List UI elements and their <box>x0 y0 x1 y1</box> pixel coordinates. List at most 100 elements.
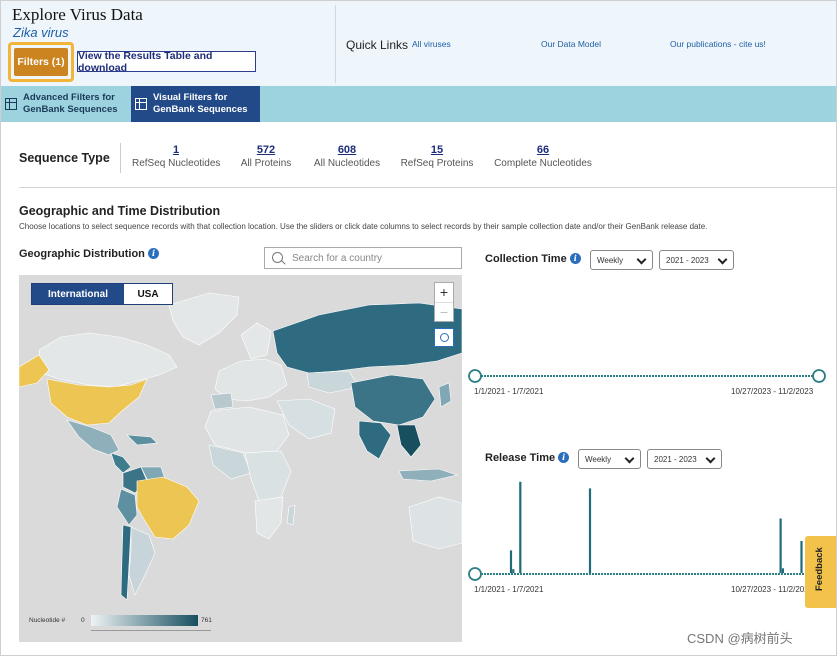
info-icon[interactable]: i <box>558 452 570 463</box>
stat-refseq-nucleotides[interactable]: 1 RefSeq Nucleotides <box>132 144 220 169</box>
stat-count[interactable]: 572 <box>256 144 276 156</box>
collection-slider-start-handle[interactable] <box>468 369 482 383</box>
table-icon <box>5 98 17 110</box>
quick-link-all-viruses[interactable]: All viruses <box>412 39 451 49</box>
release-bar-6[interactable] <box>800 541 803 573</box>
country-peru[interactable] <box>116 488 138 526</box>
country-canada[interactable] <box>38 332 178 388</box>
tab-advanced-filters[interactable]: Advanced Filters for GenBank Sequences <box>1 86 128 122</box>
release-bar-1[interactable] <box>512 569 515 573</box>
release-end-label: 10/27/2023 - 11/2/2023 <box>731 585 807 594</box>
stat-label: Complete Nucleotides <box>494 158 592 169</box>
stat-all-proteins[interactable]: 572 All Proteins <box>237 144 295 169</box>
filter-tab-bar: Advanced Filters for GenBank Sequences Vi… <box>1 86 836 122</box>
info-icon[interactable]: i <box>569 253 581 264</box>
tab-visual-line2: GenBank Sequences <box>153 104 248 115</box>
release-time-heading: Release Time i <box>485 452 570 464</box>
release-slider-start-handle[interactable] <box>468 567 482 581</box>
legend-arrow <box>91 630 211 631</box>
quick-link-publications[interactable]: Our publications - cite us! <box>670 39 766 49</box>
view-results-button[interactable]: View the Results Table and download <box>77 50 256 74</box>
sequence-type-section: Sequence Type 1 RefSeq Nucleotides 572 All… <box>1 135 836 185</box>
country-alaska[interactable] <box>19 354 50 388</box>
country-australia[interactable] <box>408 496 462 550</box>
collection-end-label: 10/27/2023 - 11/2/2023 <box>731 387 814 396</box>
locate-icon[interactable] <box>434 328 454 347</box>
collection-slider-end-handle[interactable] <box>812 369 826 383</box>
country-southeast-asia[interactable] <box>396 424 422 458</box>
legend-min: 0 <box>81 617 85 624</box>
country-usa[interactable] <box>46 378 148 426</box>
toggle-international[interactable]: International <box>32 284 124 304</box>
release-bar-3[interactable] <box>588 488 592 573</box>
tab-advanced-line2: GenBank Sequences <box>23 104 118 115</box>
legend-label: Nucleotide # <box>29 617 66 624</box>
watermark: CSDN @病树前头 <box>687 631 793 646</box>
country-indonesia[interactable] <box>398 468 459 482</box>
country-madagascar[interactable] <box>286 504 296 526</box>
release-interval-select[interactable]: Weekly <box>578 449 641 469</box>
country-russia[interactable] <box>272 302 462 374</box>
tab-visual-label: Visual Filters for GenBank Sequences <box>153 92 248 116</box>
map-scope-toggle: International USA <box>31 283 173 305</box>
geo-time-title: Geographic and Time Distribution <box>19 204 221 218</box>
world-map[interactable]: International USA + − Nucleotide # 0 761 <box>19 275 462 642</box>
stat-count[interactable]: 15 <box>430 144 444 156</box>
release-bar-0[interactable] <box>509 550 513 573</box>
country-search-input[interactable]: Search for a country <box>264 247 462 269</box>
country-middle-east[interactable] <box>276 398 336 440</box>
stat-all-nucleotides[interactable]: 608 All Nucleotides <box>311 144 383 169</box>
zoom-in-button[interactable]: + <box>439 284 449 300</box>
quick-links-label: Quick Links <box>346 38 409 52</box>
country-africa-south[interactable] <box>254 496 284 540</box>
feedback-button[interactable]: Feedback <box>805 536 836 608</box>
filters-button[interactable]: Filters (1) <box>14 48 68 76</box>
zoom-out-button[interactable]: − <box>435 302 453 321</box>
country-mexico[interactable] <box>66 419 120 456</box>
country-japan[interactable] <box>438 382 452 408</box>
country-africa-west[interactable] <box>208 444 252 480</box>
country-central-america[interactable] <box>110 452 132 474</box>
stat-label: All Proteins <box>240 158 292 169</box>
stat-label: All Nucleotides <box>313 158 381 169</box>
country-india[interactable] <box>358 420 392 460</box>
release-time-chart[interactable]: 1/1/2021 - 1/7/2021 10/27/2023 - 11/2/20… <box>467 471 807 601</box>
country-china[interactable] <box>350 374 436 426</box>
toggle-usa[interactable]: USA <box>137 288 159 300</box>
header: Explore Virus Data Zika virus Filters (1… <box>1 1 836 86</box>
search-icon <box>272 252 283 263</box>
release-bar-5[interactable] <box>781 568 784 573</box>
geo-distribution-heading: Geographic Distribution i <box>19 248 159 260</box>
world-map-svg[interactable] <box>19 275 462 642</box>
stat-count[interactable]: 1 <box>172 144 180 156</box>
quick-link-data-model[interactable]: Our Data Model <box>541 39 601 49</box>
collection-slider[interactable]: 1/1/2021 - 1/7/2021 10/27/2023 - 11/2/20… <box>467 366 827 400</box>
release-range-select[interactable]: 2021 - 2023 <box>647 449 722 469</box>
stat-complete-nucleotides[interactable]: 66 Complete Nucleotides <box>491 144 595 169</box>
tab-advanced-label: Advanced Filters for GenBank Sequences <box>23 92 118 116</box>
country-scandinavia[interactable] <box>240 322 272 360</box>
release-bars <box>509 481 803 574</box>
country-brazil[interactable] <box>136 476 200 540</box>
release-bar-4[interactable] <box>779 518 782 574</box>
collection-time-heading: Collection Time i <box>485 253 581 265</box>
release-bar-2[interactable] <box>519 481 522 573</box>
country-argentina[interactable] <box>128 526 156 596</box>
stat-count[interactable]: 66 <box>536 144 550 156</box>
country-caribbean[interactable] <box>126 434 158 446</box>
country-chile[interactable] <box>120 524 132 601</box>
country-kazakhstan[interactable] <box>306 370 360 394</box>
country-spain[interactable] <box>210 392 234 410</box>
stat-label: RefSeq Nucleotides <box>132 158 221 169</box>
geo-distribution-title: Geographic Distribution <box>19 248 145 260</box>
collection-range-select[interactable]: 2021 - 2023 <box>659 250 734 270</box>
country-greenland[interactable] <box>168 292 240 346</box>
stat-count[interactable]: 608 <box>337 144 357 156</box>
stat-refseq-proteins[interactable]: 15 RefSeq Proteins <box>399 144 475 169</box>
info-icon[interactable]: i <box>147 248 159 259</box>
tab-visual-filters[interactable]: Visual Filters for GenBank Sequences <box>131 86 260 122</box>
collection-interval-select[interactable]: Weekly <box>590 250 653 270</box>
section-divider <box>19 187 837 188</box>
geo-time-description: Choose locations to select sequence reco… <box>19 222 708 231</box>
